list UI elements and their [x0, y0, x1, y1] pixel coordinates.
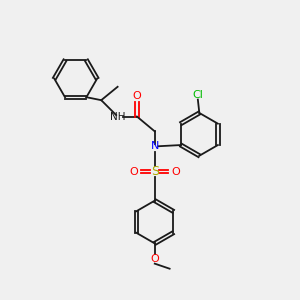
Text: O: O: [172, 167, 181, 176]
Text: N: N: [151, 141, 159, 151]
Text: Cl: Cl: [192, 89, 203, 100]
Text: O: O: [150, 254, 159, 264]
Text: S: S: [151, 165, 159, 178]
Text: O: O: [133, 91, 141, 101]
Text: O: O: [129, 167, 138, 176]
Text: NH: NH: [110, 112, 125, 122]
